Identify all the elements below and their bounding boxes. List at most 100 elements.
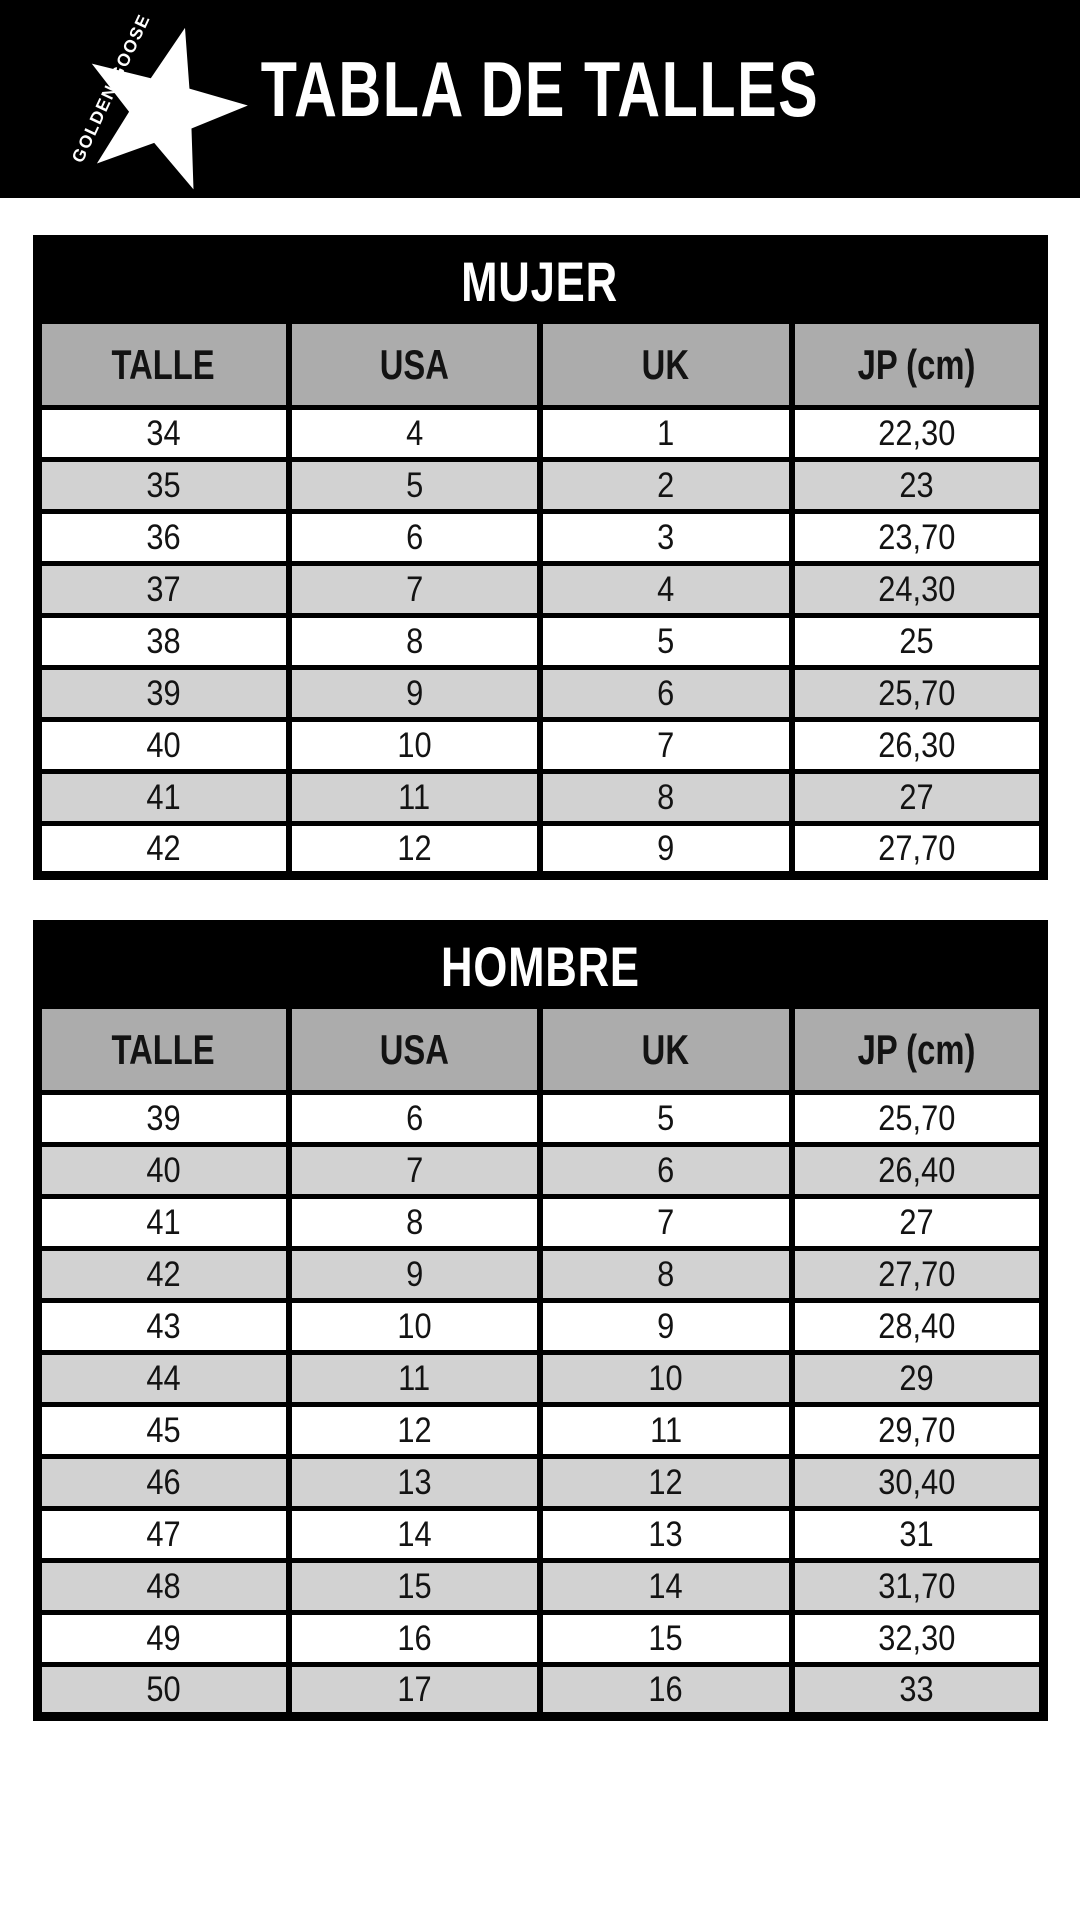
- size-cell: 27,70: [788, 821, 1046, 878]
- size-cell: 23,70: [788, 509, 1046, 566]
- size-cell: 6: [537, 1142, 795, 1199]
- table-row: 45 12 11 29,70: [34, 1402, 1046, 1459]
- column-header-row: TALLE USA UK JP (cm): [34, 319, 1046, 410]
- table-row: 42 12 9 27,70: [34, 821, 1046, 878]
- size-cell: 39: [34, 665, 292, 722]
- size-cell: 14: [285, 1506, 543, 1563]
- table-row: 46 13 12 30,40: [34, 1454, 1046, 1511]
- size-cell: 6: [537, 665, 795, 722]
- size-cell: 27: [788, 769, 1046, 826]
- size-table-hombre: HOMBRE TALLE USA UK JP (cm) 39 6 5 25,70 40 7 6 26…: [32, 920, 1048, 1721]
- size-cell: 16: [285, 1610, 543, 1667]
- size-cell: 23: [788, 457, 1046, 514]
- page-title: TABLA DE TALLES: [260, 45, 820, 133]
- golden-goose-logo: GOLDEN GOOSE: [67, 11, 248, 190]
- size-cell: 27,70: [788, 1246, 1046, 1303]
- column-header-row: TALLE USA UK JP (cm): [34, 1004, 1046, 1095]
- size-cell: 24,30: [788, 561, 1046, 618]
- size-cell: 13: [285, 1454, 543, 1511]
- table-row: 39 6 5 25,70: [34, 1090, 1046, 1147]
- size-cell: 48: [34, 1558, 292, 1615]
- size-cell: 8: [285, 613, 543, 670]
- size-cell: 10: [285, 1298, 543, 1355]
- size-cell: 4: [285, 405, 543, 462]
- size-cell: 7: [285, 1142, 543, 1199]
- size-cell: 8: [537, 769, 795, 826]
- column-header: JP (cm): [788, 1004, 1046, 1095]
- size-cell: 37: [34, 561, 292, 618]
- size-cell: 25,70: [788, 1090, 1046, 1147]
- size-cell: 7: [537, 717, 795, 774]
- size-cell: 42: [34, 821, 292, 878]
- size-cell: 8: [285, 1194, 543, 1251]
- size-cell: 9: [285, 1246, 543, 1303]
- size-cell: 9: [285, 665, 543, 722]
- table-title-row: HOMBRE: [34, 922, 1046, 1009]
- size-cell: 11: [285, 769, 543, 826]
- size-cell: 22,30: [788, 405, 1046, 462]
- size-cell: 45: [34, 1402, 292, 1459]
- table-row: 48 15 14 31,70: [34, 1558, 1046, 1615]
- size-cell: 9: [537, 821, 795, 878]
- size-cell: 8: [537, 1246, 795, 1303]
- size-cell: 39: [34, 1090, 292, 1147]
- column-header: USA: [285, 1004, 543, 1095]
- size-cell: 40: [34, 717, 292, 774]
- size-cell: 27: [788, 1194, 1046, 1251]
- table-row: 34 4 1 22,30: [34, 405, 1046, 462]
- size-cell: 4: [537, 561, 795, 618]
- size-cell: 3: [537, 509, 795, 566]
- column-header: UK: [537, 319, 795, 410]
- table-row: 41 11 8 27: [34, 769, 1046, 826]
- table-title: HOMBRE: [34, 922, 1046, 1009]
- size-cell: 32,30: [788, 1610, 1046, 1667]
- size-cell: 46: [34, 1454, 292, 1511]
- size-cell: 26,30: [788, 717, 1046, 774]
- table-row: 49 16 15 32,30: [34, 1610, 1046, 1667]
- column-header: TALLE: [34, 1004, 292, 1095]
- size-cell: 36: [34, 509, 292, 566]
- size-cell: 44: [34, 1350, 292, 1407]
- size-cell: 9: [537, 1298, 795, 1355]
- table-row: 41 8 7 27: [34, 1194, 1046, 1251]
- size-cell: 41: [34, 769, 292, 826]
- table-row: 40 10 7 26,30: [34, 717, 1046, 774]
- column-header: JP (cm): [788, 319, 1046, 410]
- table-row: 44 11 10 29: [34, 1350, 1046, 1407]
- table-row: 47 14 13 31: [34, 1506, 1046, 1563]
- table-row: 39 9 6 25,70: [34, 665, 1046, 722]
- table-row: 37 7 4 24,30: [34, 561, 1046, 618]
- size-cell: 28,40: [788, 1298, 1046, 1355]
- size-cell: 5: [285, 457, 543, 514]
- size-cell: 31: [788, 1506, 1046, 1563]
- size-cell: 29: [788, 1350, 1046, 1407]
- size-cell: 7: [537, 1194, 795, 1251]
- size-cell: 14: [537, 1558, 795, 1615]
- table-title: MUJER: [34, 237, 1046, 324]
- star-icon: [91, 27, 248, 190]
- size-cell: 10: [285, 717, 543, 774]
- size-cell: 40: [34, 1142, 292, 1199]
- size-cell: 34: [34, 405, 292, 462]
- size-cell: 35: [34, 457, 292, 514]
- column-header: TALLE: [34, 319, 292, 410]
- size-cell: 50: [34, 1662, 292, 1719]
- size-cell: 1: [537, 405, 795, 462]
- size-cell: 2: [537, 457, 795, 514]
- size-cell: 11: [537, 1402, 795, 1459]
- size-cell: 47: [34, 1506, 292, 1563]
- size-cell: 10: [537, 1350, 795, 1407]
- size-cell: 5: [537, 613, 795, 670]
- size-cell: 33: [788, 1662, 1046, 1719]
- size-cell: 17: [285, 1662, 543, 1719]
- size-cell: 15: [537, 1610, 795, 1667]
- size-cell: 31,70: [788, 1558, 1046, 1615]
- size-cell: 16: [537, 1662, 795, 1719]
- table-row: 35 5 2 23: [34, 457, 1046, 514]
- size-cell: 30,40: [788, 1454, 1046, 1511]
- header-bar: GOLDEN GOOSE TABLA DE TALLES: [0, 0, 1080, 198]
- mujer-table: MUJER TALLE USA UK JP (cm) 34 4 1 22,30 35 5 2 23 3…: [32, 235, 1048, 880]
- table-row: 43 10 9 28,40: [34, 1298, 1046, 1355]
- size-cell: 43: [34, 1298, 292, 1355]
